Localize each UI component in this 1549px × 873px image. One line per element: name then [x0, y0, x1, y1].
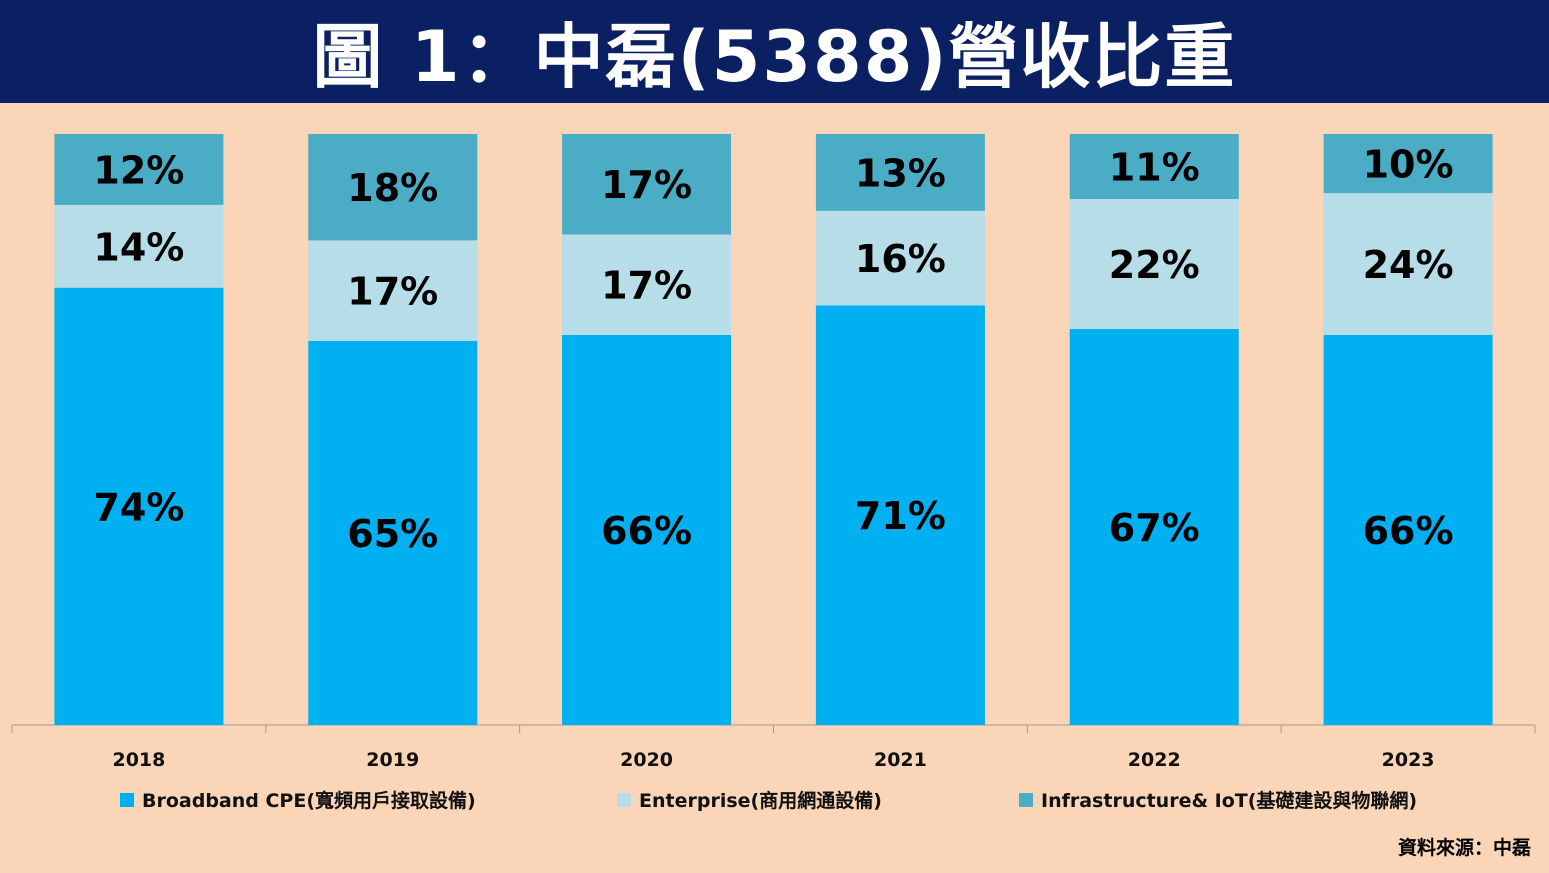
data-label-broadband-2022: 67% — [1109, 506, 1200, 550]
legend-item-enterprise: Enterprise(商用網通設備) — [617, 786, 882, 813]
data-label-broadband-2023: 66% — [1363, 509, 1454, 553]
bar-broadband-2019 — [308, 340, 478, 725]
legend-item-infrastructure: Infrastructure& IoT(基礎建設與物聯網) — [1019, 786, 1417, 813]
bar-broadband-2020 — [562, 334, 732, 725]
chart-legend: Broadband CPE(寬頻用戶接取設備) Enterprise(商用網通設… — [0, 786, 1549, 816]
data-label-infrastructure-2019: 18% — [347, 166, 438, 210]
bar-enterprise-2021 — [815, 210, 985, 306]
x-tick-label-2018: 2018 — [112, 749, 165, 771]
data-label-enterprise-2018: 14% — [93, 225, 184, 269]
data-label-broadband-2019: 65% — [347, 512, 438, 556]
bar-broadband-2021 — [815, 305, 985, 725]
data-label-infrastructure-2018: 12% — [93, 148, 184, 192]
x-tick-label-2022: 2022 — [1128, 749, 1181, 771]
bar-infrastructure-2021 — [815, 134, 985, 211]
bar-infrastructure-2023 — [1323, 134, 1493, 194]
legend-swatch-infrastructure — [1019, 792, 1033, 807]
legend-swatch-broadband — [120, 792, 134, 807]
bar-infrastructure-2020 — [562, 134, 732, 235]
x-tick-label-2019: 2019 — [366, 749, 419, 771]
bar-enterprise-2019 — [308, 240, 478, 341]
data-label-broadband-2020: 66% — [601, 509, 692, 553]
bar-infrastructure-2019 — [308, 134, 478, 241]
legend-item-broadband: Broadband CPE(寬頻用戶接取設備) — [120, 786, 476, 813]
bar-infrastructure-2022 — [1069, 134, 1239, 200]
data-label-infrastructure-2020: 17% — [601, 163, 692, 207]
legend-label-infrastructure: Infrastructure& IoT(基礎建設與物聯網) — [1041, 790, 1418, 812]
x-tick-label-2023: 2023 — [1382, 749, 1435, 771]
bar-enterprise-2020 — [562, 234, 732, 335]
legend-swatch-enterprise — [617, 792, 631, 807]
bar-broadband-2022 — [1069, 329, 1239, 725]
data-label-enterprise-2022: 22% — [1109, 243, 1200, 287]
legend-label-broadband: Broadband CPE(寬頻用戶接取設備) — [142, 790, 476, 812]
bar-broadband-2018 — [54, 287, 224, 725]
title-bar: 圖 1：中磊(5388)營收比重 — [0, 0, 1549, 103]
bar-infrastructure-2018 — [54, 134, 224, 205]
bar-enterprise-2018 — [54, 204, 224, 288]
x-tick-label-2021: 2021 — [874, 749, 927, 771]
data-label-enterprise-2020: 17% — [601, 264, 692, 308]
data-label-infrastructure-2022: 11% — [1109, 146, 1200, 190]
data-label-broadband-2018: 74% — [93, 485, 184, 529]
data-label-enterprise-2023: 24% — [1363, 243, 1454, 287]
data-label-enterprise-2019: 17% — [347, 270, 438, 314]
bar-enterprise-2022 — [1069, 199, 1239, 330]
data-label-infrastructure-2023: 10% — [1363, 143, 1454, 187]
data-label-enterprise-2021: 16% — [855, 237, 946, 281]
chart-title: 圖 1：中磊(5388)營收比重 — [312, 16, 1237, 98]
bar-broadband-2023 — [1323, 334, 1493, 725]
data-label-broadband-2021: 71% — [855, 494, 946, 538]
bar-enterprise-2023 — [1323, 193, 1493, 335]
source-note: 資料來源：中磊 — [1397, 837, 1531, 859]
x-tick-label-2020: 2020 — [620, 749, 673, 771]
legend-label-enterprise: Enterprise(商用網通設備) — [639, 790, 882, 812]
data-label-infrastructure-2021: 13% — [855, 151, 946, 195]
